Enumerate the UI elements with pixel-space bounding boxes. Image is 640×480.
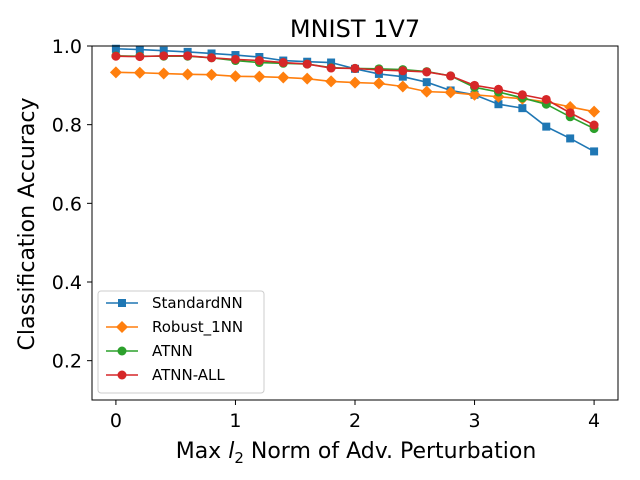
data-point: [159, 51, 169, 61]
data-point: [589, 120, 599, 130]
x-tick-label: 2: [349, 410, 361, 432]
data-point: [350, 63, 360, 73]
legend-marker: [117, 346, 127, 356]
legend-label: ATNN: [152, 342, 193, 360]
data-point: [111, 51, 121, 61]
data-point: [278, 58, 288, 68]
y-axis-label: Classification Accuracy: [15, 98, 40, 351]
series-atnn-all: [111, 51, 599, 130]
data-point: [254, 56, 264, 66]
data-point: [541, 94, 551, 104]
legend-item: ATNN: [106, 342, 193, 360]
y-tick-label: 0.2: [52, 351, 82, 373]
x-tick-label: 1: [229, 410, 241, 432]
data-point: [207, 53, 217, 63]
y-tick-label: 0.4: [52, 272, 82, 294]
data-point: [326, 63, 336, 73]
data-point: [398, 66, 408, 76]
data-point: [468, 88, 481, 101]
data-point: [470, 80, 480, 90]
data-point: [327, 58, 336, 67]
data-point: [181, 68, 194, 81]
data-point: [302, 59, 312, 69]
data-point: [135, 52, 145, 62]
legend-item: ATNN-ALL: [106, 366, 225, 384]
data-point: [372, 77, 385, 90]
legend: StandardNN Robust_1NN ATNN ATNN-ALL: [97, 290, 265, 394]
data-point: [517, 90, 527, 100]
x-axis-label: Max l2 Norm of Adv. Perturbation: [176, 439, 537, 467]
data-point: [157, 67, 170, 80]
x-tick-label: 3: [468, 410, 480, 432]
legend-item: StandardNN: [106, 294, 243, 312]
data-point: [420, 85, 433, 98]
legend-marker: [116, 321, 128, 333]
data-point: [135, 45, 144, 54]
data-point: [396, 80, 409, 93]
data-point: [133, 66, 146, 79]
data-point: [588, 105, 601, 118]
data-point: [325, 75, 338, 88]
y-tick-label: 1.0: [52, 36, 82, 58]
axes-frame: [91, 45, 619, 401]
legend-box: [97, 290, 265, 394]
legend-label: StandardNN: [152, 294, 243, 312]
data-point: [494, 100, 503, 109]
data-point: [159, 46, 168, 55]
data-point: [493, 84, 503, 94]
legend-label: ATNN-ALL: [152, 366, 225, 384]
chart-title: MNIST 1V7: [290, 15, 420, 43]
data-point: [542, 122, 551, 131]
data-point: [111, 44, 120, 53]
x-tick-label: 4: [588, 410, 600, 432]
data-point: [230, 54, 240, 64]
y-axis: 0.2 0.4 0.6 0.8 1.0: [52, 36, 92, 373]
data-point: [422, 78, 431, 87]
data-point: [518, 104, 527, 113]
data-point: [301, 72, 314, 85]
data-point: [446, 71, 456, 81]
legend-item: Robust_1NN: [106, 318, 243, 337]
data-point: [444, 86, 457, 99]
legend-marker: [118, 299, 126, 307]
legend-label: Robust_1NN: [152, 318, 243, 337]
plot-area: [109, 44, 601, 156]
data-point: [253, 70, 266, 83]
data-point: [349, 76, 361, 89]
series-robust-1nn: [109, 66, 601, 118]
y-tick-label: 0.6: [52, 193, 82, 215]
x-axis: 0 1 2 3 4: [110, 400, 600, 432]
y-tick-label: 0.8: [52, 115, 82, 137]
data-point: [205, 68, 218, 81]
data-point: [183, 51, 193, 61]
data-point: [566, 134, 575, 143]
data-point: [398, 72, 407, 81]
legend-marker: [117, 370, 127, 380]
data-point: [109, 66, 122, 79]
data-point: [590, 147, 599, 156]
data-point: [565, 108, 575, 118]
data-point: [229, 70, 242, 83]
data-point: [422, 67, 432, 77]
x-tick-label: 0: [110, 410, 122, 432]
data-point: [277, 71, 290, 84]
data-point: [374, 65, 384, 75]
